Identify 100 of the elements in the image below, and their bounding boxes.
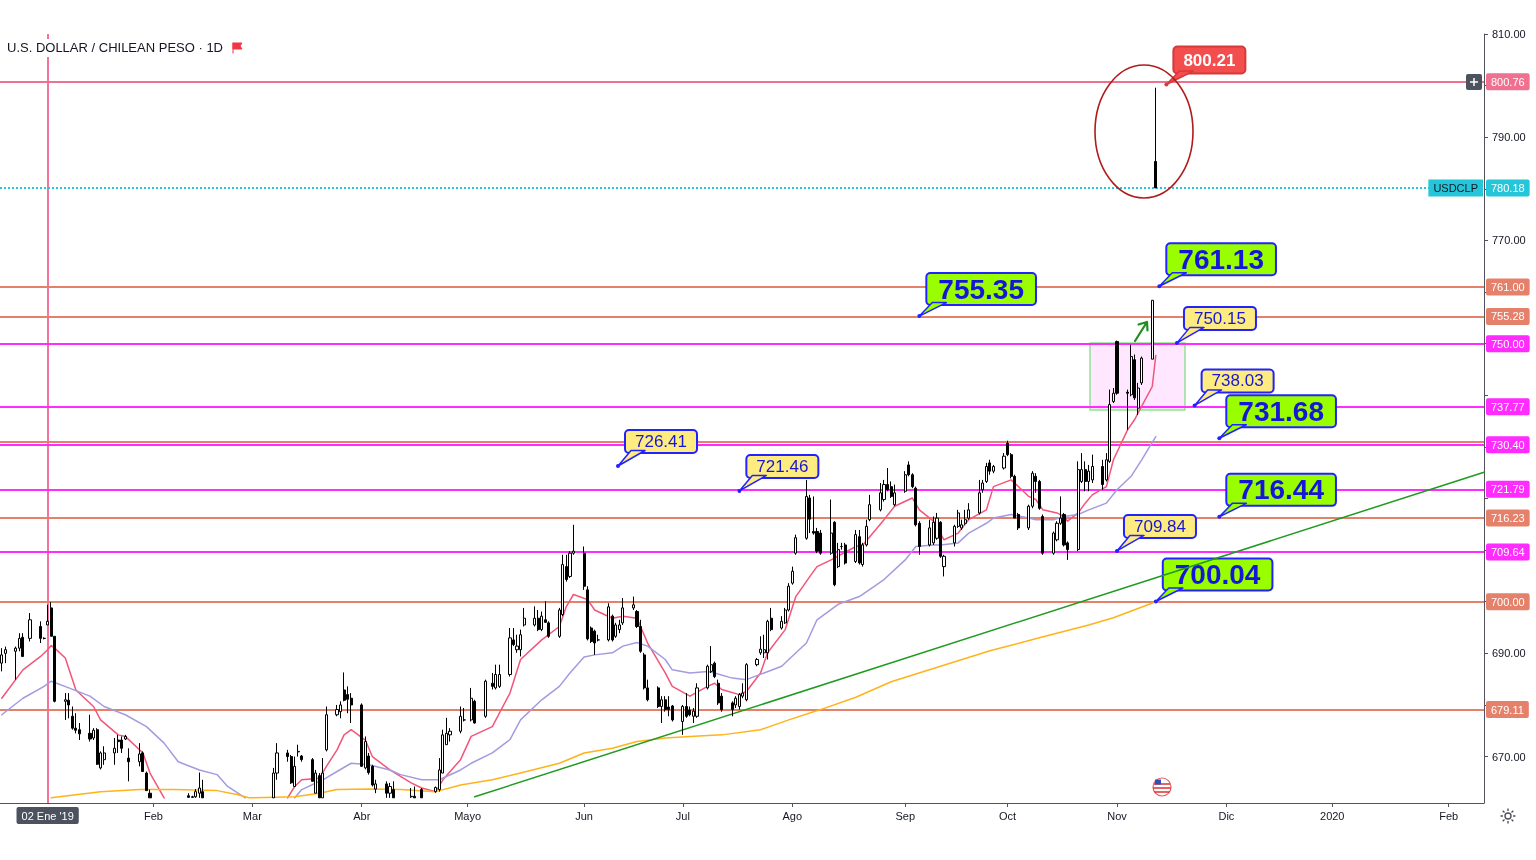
ref-line-label: 679.11 — [1491, 703, 1524, 716]
candlestick — [127, 747, 130, 782]
ref-line-label: 02 Ene '19 — [21, 809, 74, 822]
annotation: 731.68 — [1238, 395, 1324, 427]
text: U.S. DOLLAR / CHILEAN PESO · 1D — [7, 40, 224, 56]
candlestick — [1154, 87, 1157, 189]
candlestick — [293, 756, 296, 788]
ref-line-label: 750.00 — [1491, 337, 1525, 350]
candlestick — [198, 772, 201, 799]
candlestick — [0, 647, 3, 672]
annotation: 726.41 — [635, 432, 687, 451]
candlestick — [879, 482, 882, 512]
annotation: 800.21 — [1183, 50, 1236, 70]
x-tick-label: Ago — [782, 809, 803, 822]
candlestick — [523, 607, 526, 627]
candlestick — [607, 602, 610, 642]
ref-line-label: 755.28 — [1491, 310, 1525, 323]
candlestick — [4, 646, 7, 664]
candlestick — [392, 780, 395, 799]
candlestick — [300, 754, 303, 763]
candlestick — [755, 657, 759, 667]
annotation: 721.46 — [756, 456, 809, 476]
y-tick-label: 670.00 — [1492, 750, 1526, 763]
candlestick — [805, 479, 808, 541]
candlestick — [498, 664, 501, 689]
candlestick — [64, 692, 67, 721]
ref-line-label: 709.64 — [1491, 545, 1525, 558]
candlestick — [459, 705, 462, 734]
y-tick-label: 690.00 — [1492, 647, 1526, 660]
candlestick — [519, 629, 522, 657]
ref-line-label: 716.23 — [1491, 511, 1525, 524]
candlestick — [120, 735, 123, 754]
candlestick — [420, 787, 423, 799]
candlestick — [868, 494, 871, 522]
candlestick — [593, 629, 596, 656]
x-tick-label: Sep — [895, 809, 916, 822]
candlestick — [893, 484, 896, 507]
y-tick-label: 790.00 — [1492, 131, 1526, 144]
annotation: 750.15 — [1193, 308, 1246, 328]
candlestick — [297, 744, 300, 758]
candlestick — [1151, 299, 1154, 360]
candlestick — [985, 462, 988, 484]
candlestick — [494, 664, 497, 690]
x-tick-label: Dic — [1218, 809, 1235, 822]
candlestick — [103, 745, 106, 766]
candlestick — [745, 662, 748, 702]
candlestick — [385, 780, 388, 799]
ref-line-label: 761.00 — [1491, 280, 1525, 293]
ref-line-label: 721.79 — [1491, 483, 1525, 496]
candlestick — [413, 785, 416, 799]
y-tick-label: 810.00 — [1492, 28, 1526, 40]
candlestick — [67, 692, 70, 719]
annotation: 709.84 — [1133, 516, 1186, 536]
candlestick — [791, 566, 794, 586]
candlestick — [339, 700, 342, 719]
x-tick-label: Feb — [144, 809, 163, 822]
ref-line-label: 730.40 — [1491, 438, 1525, 451]
candlestick — [794, 534, 797, 556]
x-tick-label: Feb — [1439, 809, 1459, 822]
ref-line-label: 737.77 — [1491, 400, 1525, 413]
candlestick — [113, 737, 116, 766]
annotation: 761.13 — [1178, 243, 1264, 275]
candlestick — [410, 787, 413, 799]
x-tick-label: Nov — [1107, 809, 1128, 822]
candlestick — [759, 635, 762, 656]
x-tick-label: Abr — [353, 809, 371, 822]
candlestick — [967, 502, 970, 521]
ref-line-label: 700.00 — [1491, 595, 1525, 608]
x-tick-label: Mar — [242, 809, 263, 822]
candlestick — [844, 542, 847, 566]
candlestick — [21, 632, 24, 658]
candlestick — [321, 757, 324, 799]
candlestick — [731, 700, 734, 717]
x-tick-label: Jun — [575, 809, 593, 822]
ref-line-label: 780.18 — [1491, 181, 1525, 194]
candlestick — [932, 516, 935, 546]
candlestick — [854, 529, 857, 564]
x-tick-label: 2020 — [1320, 809, 1345, 822]
candlestick — [858, 529, 861, 566]
candlestick — [1002, 452, 1006, 471]
candlestick — [388, 782, 392, 799]
candlestick — [667, 695, 670, 717]
candlestick — [88, 714, 92, 743]
annotation: 700.04 — [1174, 559, 1261, 591]
candlestick — [484, 679, 487, 719]
candlestick — [819, 529, 822, 556]
candlestick — [96, 727, 99, 766]
candlestick — [1140, 356, 1143, 386]
x-tick-label: Oct — [999, 809, 1017, 822]
candlestick — [290, 754, 293, 785]
x-tick-label: Mayo — [454, 809, 482, 822]
annotation: 738.03 — [1211, 371, 1264, 391]
candlestick — [695, 682, 699, 719]
annotation: 716.44 — [1238, 474, 1325, 506]
candlestick — [39, 620, 42, 644]
ref-line-label: 800.76 — [1491, 75, 1525, 88]
x-tick-label: Jul — [675, 809, 690, 822]
annotation: 755.35 — [938, 273, 1024, 305]
candlestick — [632, 596, 635, 611]
candlestick — [71, 705, 74, 731]
